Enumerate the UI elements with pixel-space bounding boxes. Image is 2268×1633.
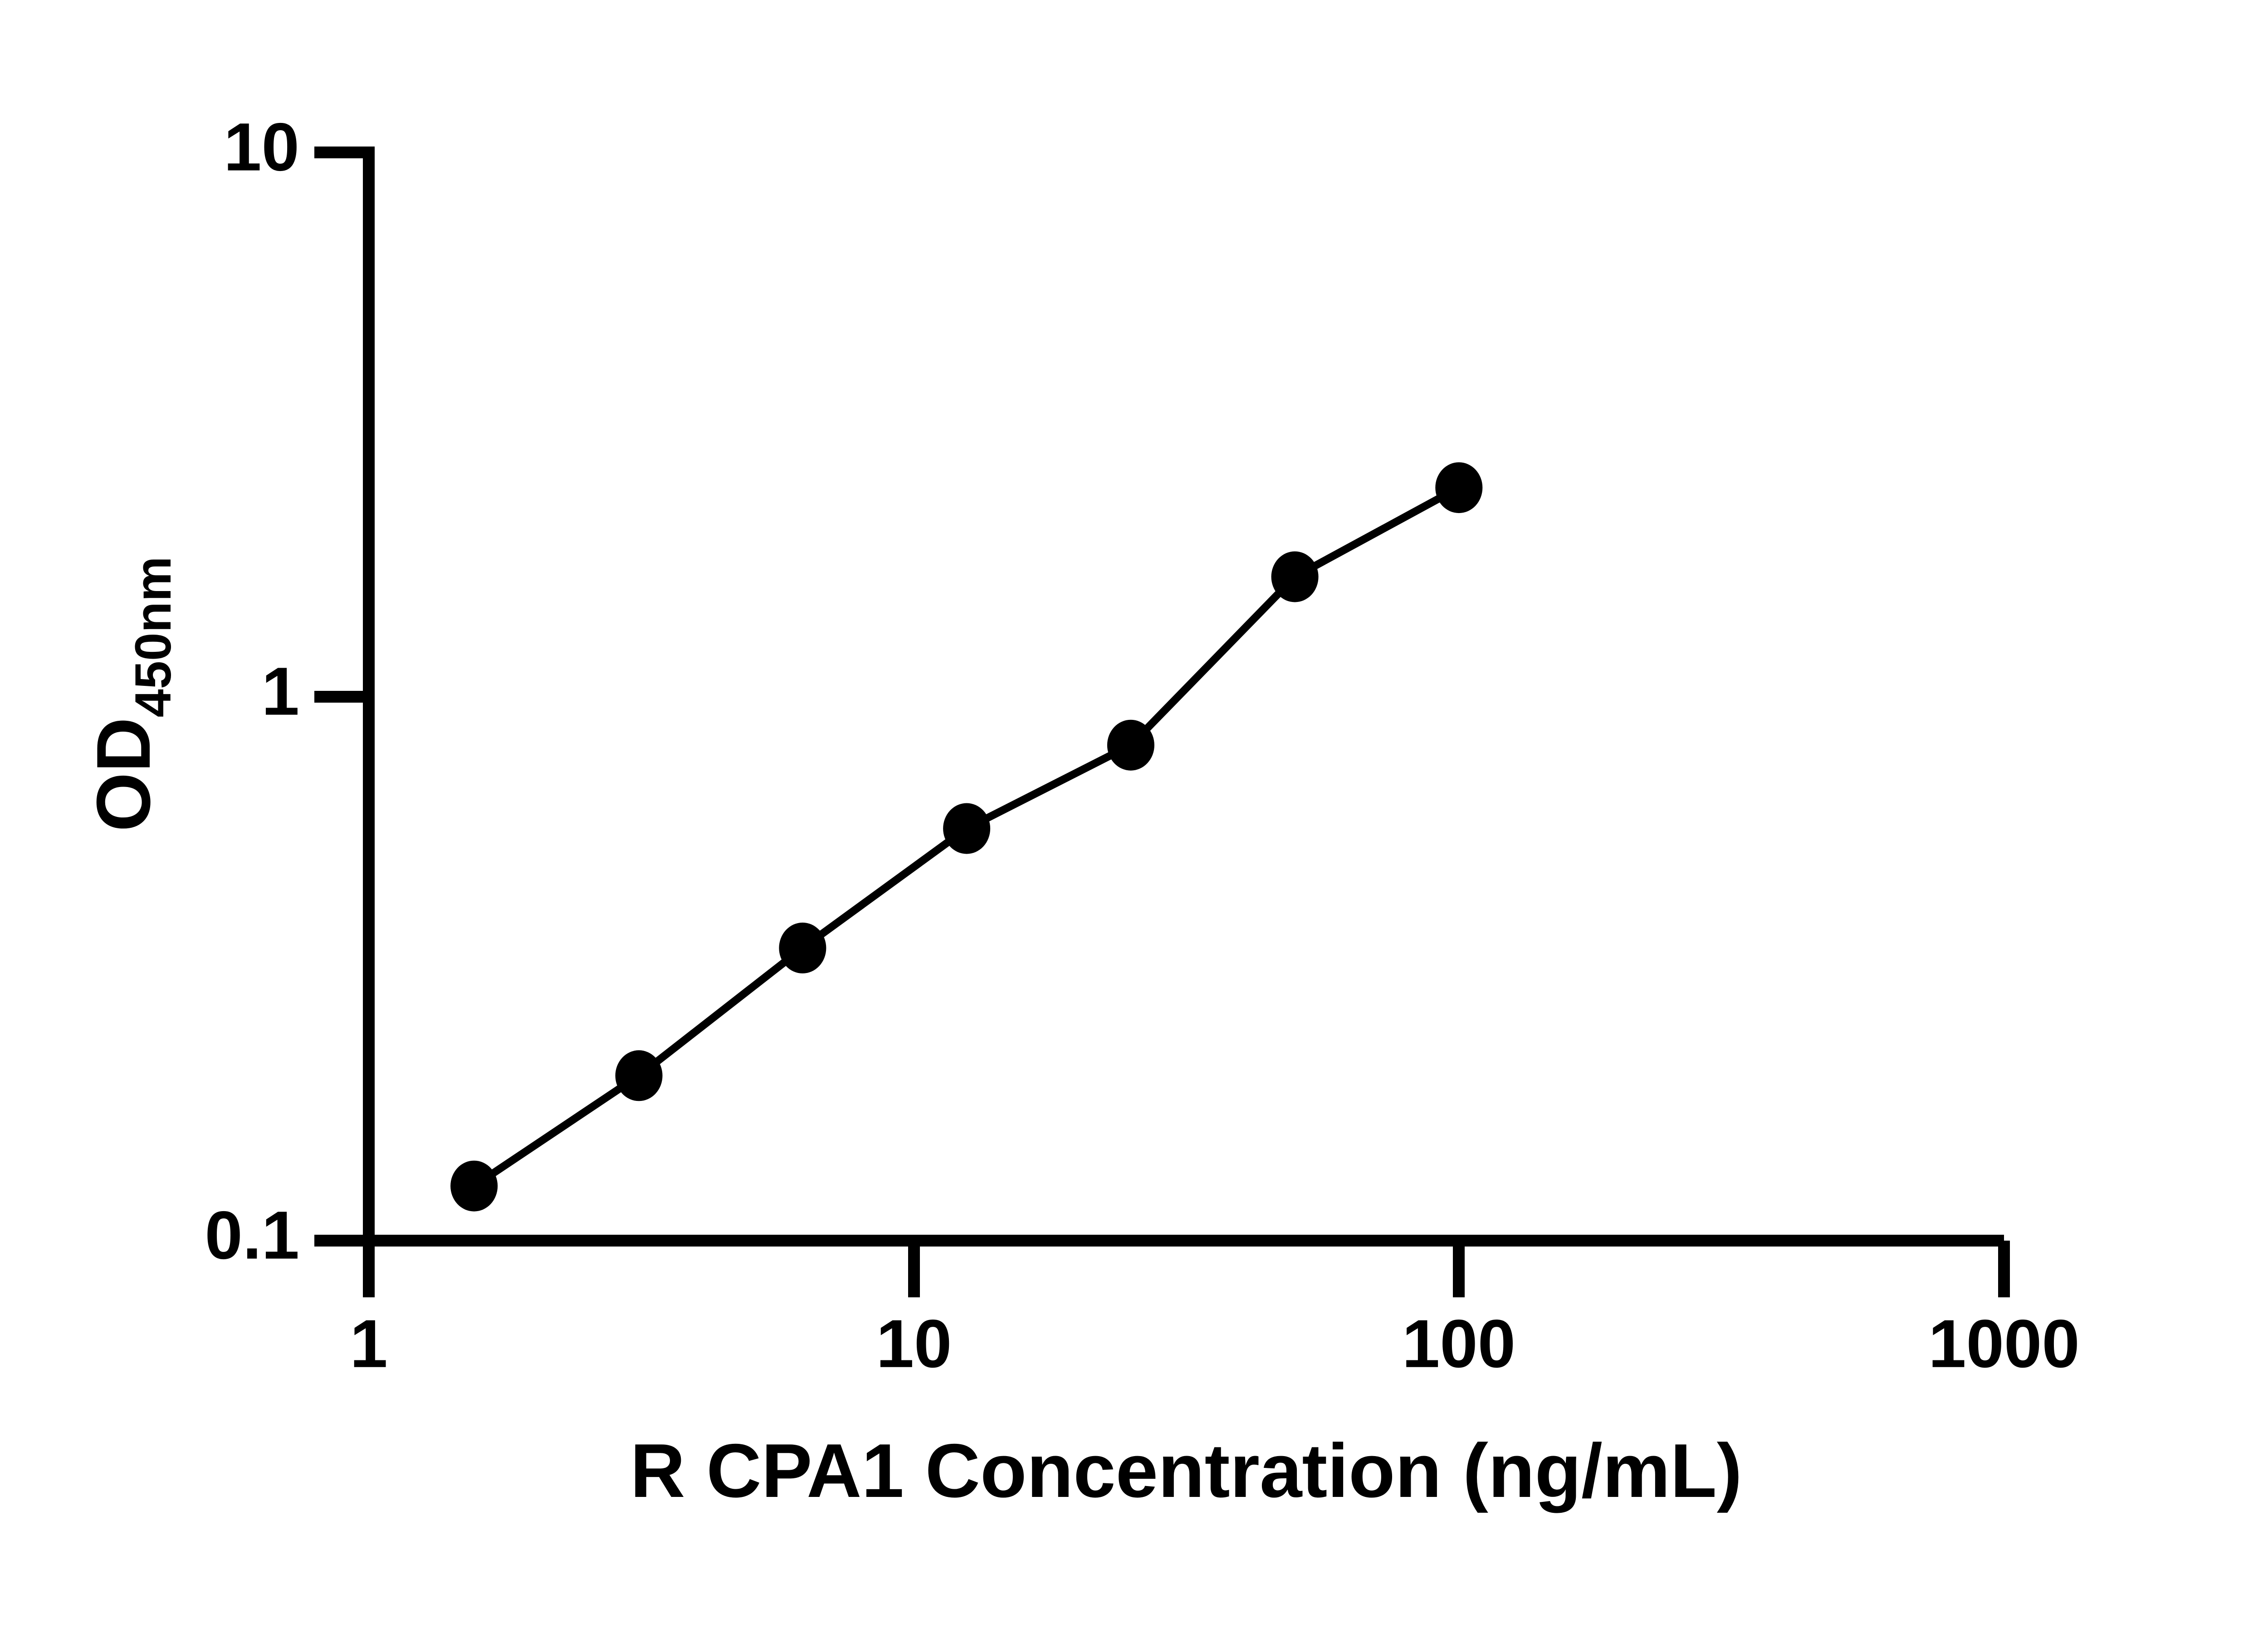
y-axis-ticks xyxy=(314,147,369,1247)
x-axis-title: R CPA1 Concentration (ng/mL) xyxy=(630,1428,1742,1513)
data-point xyxy=(450,1160,498,1212)
data-point xyxy=(1107,719,1154,771)
x-tick-label-100: 100 xyxy=(1402,1305,1515,1382)
x-axis-ticks xyxy=(363,1241,2010,1297)
data-point xyxy=(1271,551,1319,602)
y-axis-title-main: OD xyxy=(81,717,166,831)
x-tick-label-1000: 1000 xyxy=(1928,1305,2080,1382)
x-tick-label-10: 10 xyxy=(876,1305,952,1382)
y-axis-title-subscript: 450nm xyxy=(125,557,181,718)
x-tick-label-1: 1 xyxy=(350,1305,387,1382)
data-point xyxy=(1435,462,1483,513)
y-tick-label-1: 1 xyxy=(262,653,299,729)
data-point xyxy=(943,803,991,854)
x-axis-tick-labels: 1 10 100 1000 xyxy=(350,1305,2080,1382)
y-axis-title: OD450nm xyxy=(81,557,181,832)
y-tick-label-10: 10 xyxy=(224,109,299,185)
y-axis-tick-labels: 10 1 0.1 xyxy=(205,109,299,1273)
data-point xyxy=(615,1050,663,1101)
y-axis-title-text: OD450nm xyxy=(81,557,181,832)
data-point-group xyxy=(450,462,1483,1212)
data-point xyxy=(779,922,826,973)
y-tick-label-0.1: 0.1 xyxy=(205,1197,299,1273)
